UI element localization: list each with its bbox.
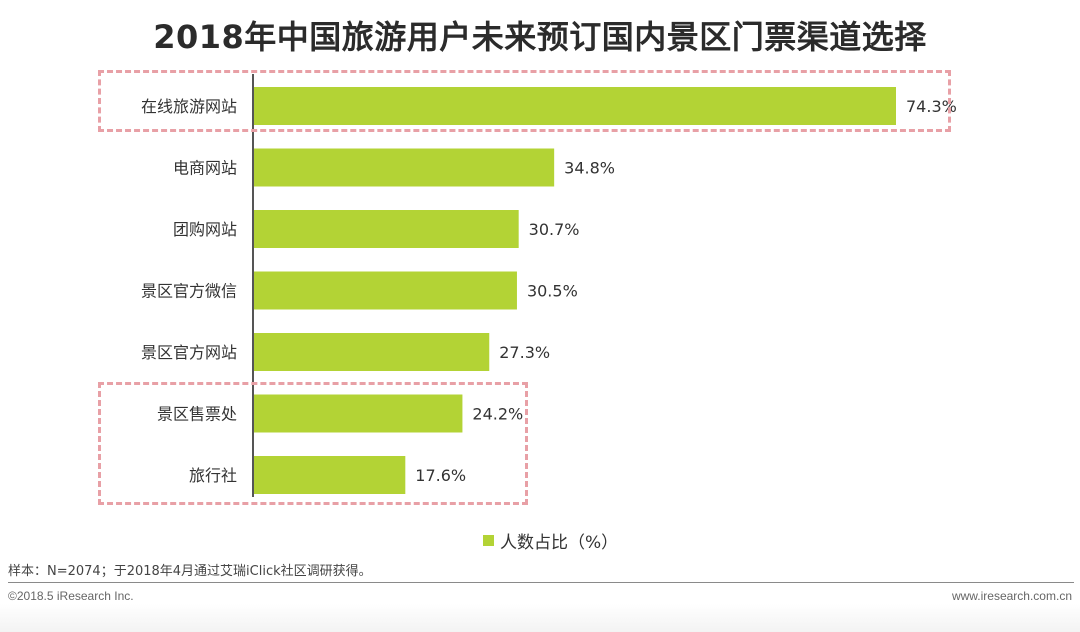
bar-5 xyxy=(253,394,463,433)
category-label-1: 电商网站 xyxy=(173,159,237,178)
bar-1 xyxy=(253,148,555,187)
footer-divider xyxy=(8,582,1074,583)
bar-chart: 在线旅游网站 74.3% 电商网站 34.8% 团购网站 30.7% 景区官方微信 30.5%… xyxy=(141,74,957,497)
website-link[interactable]: www.iresearch.com.cn xyxy=(951,589,1072,603)
category-label-2: 团购网站 xyxy=(173,220,237,239)
category-label-6: 旅行社 xyxy=(189,466,237,485)
bar-4 xyxy=(253,333,490,371)
value-label-3: 30.5% xyxy=(527,282,578,301)
highlight-box-online xyxy=(98,70,951,132)
legend-label: 人数占比（%） xyxy=(500,533,619,553)
bar-3 xyxy=(253,271,517,310)
bar-2 xyxy=(253,210,519,248)
value-label-6: 17.6% xyxy=(415,466,466,485)
legend: 人数占比（%） xyxy=(483,528,618,553)
value-label-0: 74.3% xyxy=(906,97,957,116)
value-label-5: 24.2% xyxy=(472,405,523,424)
bar-0 xyxy=(253,87,896,125)
value-label-1: 34.8% xyxy=(564,159,615,178)
category-label-5: 景区售票处 xyxy=(157,405,237,424)
highlight-box-offline xyxy=(98,382,528,505)
chart-title: 2018年中国旅游用户未来预订国内景区门票渠道选择 xyxy=(153,18,927,56)
category-label-4: 景区官方网站 xyxy=(141,343,237,362)
category-label-3: 景区官方微信 xyxy=(141,282,237,301)
bar-6 xyxy=(253,456,406,494)
legend-swatch xyxy=(483,535,494,546)
footer-band xyxy=(0,604,1080,632)
sample-note: 样本：N=2074；于2018年4月通过艾瑞iClick社区调研获得。 xyxy=(8,564,372,579)
category-label-0: 在线旅游网站 xyxy=(141,97,237,116)
value-label-4: 27.3% xyxy=(499,343,550,362)
copyright: ©2018.5 iResearch Inc. xyxy=(8,589,134,603)
value-label-2: 30.7% xyxy=(529,220,580,239)
